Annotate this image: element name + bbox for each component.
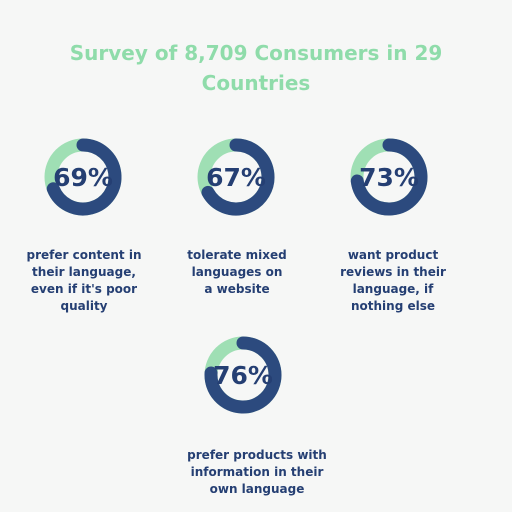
donut-arc-2	[201, 138, 275, 216]
donut-label-1: 69%	[53, 163, 113, 192]
donut-label-3: 73%	[359, 163, 419, 192]
caption-1: prefer content in their language, even i…	[4, 247, 164, 315]
caption-2-line-2: languages on	[191, 265, 283, 279]
caption-1-line-1: prefer content in	[26, 248, 142, 262]
donut-arc-3	[350, 138, 428, 216]
caption-3-line-1: want product	[347, 248, 439, 262]
chart-title-line-2: Countries	[201, 71, 311, 95]
caption-4: prefer products with information in thei…	[162, 447, 352, 498]
donut-label-2: 67%	[206, 163, 266, 192]
caption-3-line-2: reviews in their	[340, 265, 446, 279]
donut-label-4: 76%	[213, 361, 273, 390]
caption-4-line-3: own language	[209, 482, 305, 496]
caption-2-line-3: a website	[204, 282, 270, 296]
caption-1-line-3: even if it's poor	[30, 282, 138, 296]
caption-3-line-4: nothing else	[350, 299, 436, 313]
caption-3: want product reviews in their language, …	[313, 247, 473, 315]
caption-2-line-1: tolerate mixed	[187, 248, 287, 262]
donut-arc-1	[46, 138, 122, 216]
caption-1-line-2: their language,	[32, 265, 136, 279]
chart-title: Survey of 8,709 Consumers in 29 Countrie…	[0, 38, 512, 98]
chart-title-line-1: Survey of 8,709 Consumers in 29	[69, 41, 443, 65]
caption-2: tolerate mixed languages on a website	[157, 247, 317, 298]
donut-arc-4	[204, 336, 282, 414]
caption-1-line-4: quality	[60, 299, 108, 313]
caption-3-line-3: language, if	[352, 282, 434, 296]
caption-4-line-2: information in their	[190, 465, 324, 479]
caption-4-line-1: prefer products with	[187, 448, 327, 462]
